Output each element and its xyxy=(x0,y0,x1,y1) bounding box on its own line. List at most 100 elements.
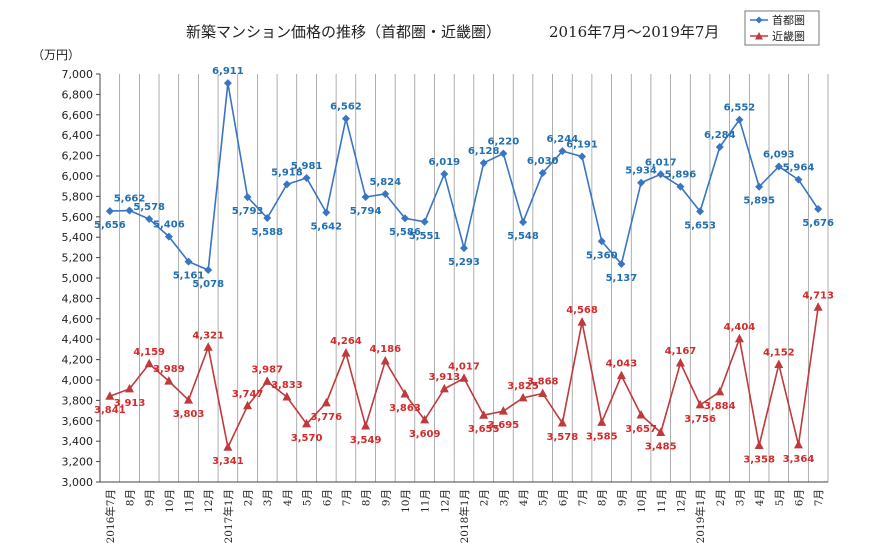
data-label-tokyo: 5,588 xyxy=(251,227,283,238)
y-tick-label: 7,000 xyxy=(62,68,94,81)
data-label-kinki: 3,776 xyxy=(310,412,342,423)
data-label-tokyo: 5,078 xyxy=(192,279,224,290)
data-point-kinki xyxy=(774,359,784,368)
data-point-tokyo xyxy=(755,182,764,191)
data-point-tokyo xyxy=(164,232,173,241)
data-point-tokyo xyxy=(558,147,567,156)
x-tick-label: 11月 xyxy=(420,489,432,513)
data-point-kinki xyxy=(164,376,174,385)
data-label-tokyo: 6,030 xyxy=(527,156,559,167)
data-label-tokyo: 5,918 xyxy=(271,167,303,178)
data-label-kinki: 3,585 xyxy=(586,431,618,442)
x-tick-label: 2018年1月 xyxy=(458,489,471,543)
data-point-kinki xyxy=(734,333,744,343)
x-tick-label: 5月 xyxy=(774,489,786,506)
data-label-tokyo: 5,662 xyxy=(114,193,146,204)
x-tick-labels: 2016年7月 8月 9月 10月 11月 12月 2017年1月 2月 3月 4月 5月 6月 7月 8… xyxy=(104,489,825,543)
data-point-kinki xyxy=(813,302,823,311)
data-label-tokyo: 5,981 xyxy=(291,161,323,172)
data-label-tokyo: 5,964 xyxy=(783,163,815,174)
y-tick-label: 5,600 xyxy=(62,211,94,224)
x-tick-label: 7月 xyxy=(341,489,353,506)
data-point-tokyo xyxy=(243,193,252,202)
data-point-tokyo xyxy=(499,149,508,158)
data-label-tokyo: 6,911 xyxy=(212,66,244,77)
data-point-tokyo xyxy=(263,214,272,223)
data-point-kinki xyxy=(243,400,253,410)
data-point-kinki xyxy=(420,414,430,424)
data-point-kinki xyxy=(341,348,351,357)
x-tick-label: 9月 xyxy=(616,489,628,506)
data-point-tokyo xyxy=(538,168,547,177)
data-label-kinki: 3,341 xyxy=(212,456,244,467)
data-point-tokyo xyxy=(578,152,587,161)
data-label-kinki: 3,485 xyxy=(645,442,677,453)
data-label-kinki: 3,358 xyxy=(743,454,775,465)
data-label-tokyo: 5,360 xyxy=(586,250,618,261)
data-point-tokyo xyxy=(794,175,803,184)
data-label-tokyo: 5,642 xyxy=(310,222,342,233)
data-point-tokyo xyxy=(145,215,154,224)
data-label-kinki: 3,747 xyxy=(232,389,264,400)
data-point-tokyo xyxy=(204,266,213,275)
data-point-tokyo xyxy=(637,178,646,187)
data-point-tokyo xyxy=(322,208,331,217)
x-tick-label: 8月 xyxy=(361,489,373,506)
y-tick-label: 4,000 xyxy=(62,374,94,387)
data-label-kinki: 3,570 xyxy=(291,433,323,444)
data-point-kinki xyxy=(695,399,705,409)
x-tick-label: 2017年1月 xyxy=(222,489,235,543)
data-point-kinki xyxy=(439,383,449,393)
x-tick-label: 2019年1月 xyxy=(694,489,707,543)
data-label-kinki: 4,568 xyxy=(566,305,598,316)
data-label-kinki: 3,578 xyxy=(547,432,579,443)
data-label-kinki: 3,803 xyxy=(173,409,205,420)
data-point-kinki xyxy=(715,386,725,396)
data-point-kinki xyxy=(577,317,587,326)
data-label-kinki: 3,868 xyxy=(527,376,559,387)
y-tick-label: 5,800 xyxy=(62,190,94,203)
data-label-kinki: 4,264 xyxy=(330,336,362,347)
x-tick-label: 8月 xyxy=(597,489,609,506)
data-label-kinki: 3,989 xyxy=(153,364,185,375)
data-label-tokyo: 5,895 xyxy=(743,196,775,207)
data-label-kinki: 3,549 xyxy=(350,435,382,446)
data-label-tokyo: 5,161 xyxy=(173,271,205,282)
data-point-kinki xyxy=(656,427,666,437)
x-tick-label: 3月 xyxy=(262,489,274,506)
y-tick-label: 5,400 xyxy=(62,231,94,244)
x-tick-label: 2月 xyxy=(715,489,727,506)
data-label-kinki: 3,884 xyxy=(704,401,736,412)
data-point-tokyo xyxy=(381,189,390,198)
data-label-tokyo: 6,552 xyxy=(724,103,756,114)
data-point-kinki xyxy=(793,439,803,449)
data-label-kinki: 3,863 xyxy=(389,403,421,414)
data-point-tokyo xyxy=(774,162,783,171)
data-label-tokyo: 5,293 xyxy=(448,257,480,268)
data-label-tokyo: 6,284 xyxy=(704,130,736,141)
x-tick-label: 4月 xyxy=(754,489,766,506)
data-label-kinki: 4,321 xyxy=(192,330,224,341)
x-tick-label: 11月 xyxy=(184,489,196,513)
data-point-tokyo xyxy=(420,217,429,226)
data-point-tokyo xyxy=(597,237,606,246)
y-tick-label: 3,400 xyxy=(62,435,94,448)
data-label-kinki: 3,833 xyxy=(271,380,303,391)
data-label-tokyo: 5,656 xyxy=(94,220,126,231)
data-point-tokyo xyxy=(814,205,823,214)
y-tick-label: 3,800 xyxy=(62,394,94,407)
data-point-kinki xyxy=(361,421,371,430)
data-point-tokyo xyxy=(617,260,626,269)
x-tick-label: 10月 xyxy=(636,489,648,513)
legend: 首都圏 近畿圏 xyxy=(744,10,820,46)
data-point-tokyo xyxy=(400,214,409,223)
x-tick-label: 7月 xyxy=(813,489,825,506)
data-point-tokyo xyxy=(519,218,528,227)
x-tick-label: 9月 xyxy=(144,489,156,506)
x-tick-label: 3月 xyxy=(734,489,746,506)
data-point-kinki xyxy=(380,356,390,365)
x-tick-label: 6月 xyxy=(793,489,805,506)
